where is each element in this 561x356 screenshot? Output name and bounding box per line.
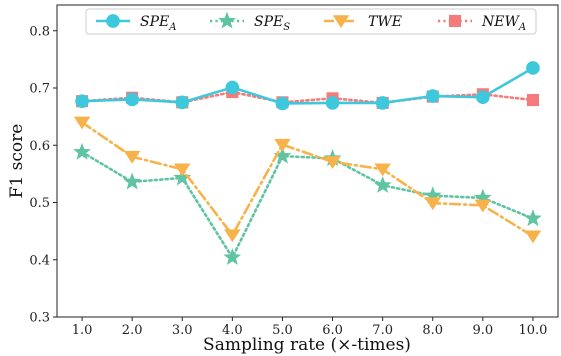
data-point <box>224 229 241 243</box>
data-point <box>374 163 391 177</box>
y-axis-title: F1 score <box>7 124 27 199</box>
data-point <box>275 96 290 111</box>
legend: SPEA SPES TWE NEWA <box>85 8 537 35</box>
data-point <box>75 94 89 108</box>
data-point <box>373 175 392 193</box>
data-point <box>425 89 440 103</box>
legend-entry: TWE <box>324 14 402 30</box>
y-tick-label: 0.6 <box>29 139 50 154</box>
legend-marker <box>106 14 120 28</box>
data-point <box>524 230 542 244</box>
data-point <box>123 172 142 190</box>
legend-marker <box>218 11 236 29</box>
data-point <box>473 188 492 206</box>
legend-box <box>85 8 537 35</box>
legend-entry: SPEA <box>96 14 176 33</box>
y-tick-label: 0.7 <box>29 82 50 97</box>
legend-marker <box>448 14 462 28</box>
x-tick-label: 10.0 <box>518 323 547 338</box>
data-point <box>223 248 242 266</box>
y-tick-label: 0.4 <box>29 253 50 268</box>
data-point <box>273 146 292 164</box>
data-point <box>175 95 190 110</box>
y-axis: 0.3 0.4 0.5 0.6 0.7 0.8 <box>29 24 57 326</box>
series-spe-s <box>73 142 542 266</box>
data-point <box>125 92 139 107</box>
x-tick-label: 6.0 <box>322 323 343 338</box>
data-point <box>424 197 441 211</box>
series-layer <box>73 61 542 266</box>
x-tick-label: 3.0 <box>172 323 193 338</box>
data-point <box>474 199 492 213</box>
data-point <box>324 156 341 169</box>
x-tick-label: 2.0 <box>122 323 143 338</box>
x-axis-title: Sampling rate (×-times) <box>203 335 411 355</box>
series-line <box>80 150 535 259</box>
legend-label: SPEA <box>140 14 176 33</box>
series-twe <box>73 116 542 244</box>
data-point <box>174 163 191 177</box>
series-line <box>80 121 535 238</box>
data-point <box>73 142 91 160</box>
plot-area <box>56 4 559 318</box>
x-tick-label: 4.0 <box>222 323 243 338</box>
legend-label: TWE <box>368 14 402 30</box>
legend-marker <box>332 15 350 29</box>
data-point <box>526 93 539 107</box>
data-point <box>524 209 542 227</box>
x-tick-label: 8.0 <box>422 323 443 338</box>
y-tick-label: 0.8 <box>29 24 50 39</box>
legend-label: SPES <box>254 14 290 33</box>
data-point <box>476 90 490 104</box>
data-point <box>526 61 540 75</box>
series-line <box>80 66 535 105</box>
legend-entry: SPES <box>210 11 290 33</box>
legend-entry: NEWA <box>438 14 526 33</box>
data-point <box>173 168 192 186</box>
x-tick-label: 1.0 <box>72 323 93 338</box>
y-tick-label: 0.3 <box>29 311 50 326</box>
x-tick-label: 5.0 <box>272 323 293 338</box>
data-point <box>325 96 340 110</box>
data-point <box>73 116 91 130</box>
data-point <box>423 186 442 204</box>
data-point <box>274 138 291 152</box>
legend-label: NEWA <box>481 14 526 33</box>
y-tick-label: 0.5 <box>29 196 50 211</box>
series-spe-a <box>75 61 540 111</box>
x-tick-label: 9.0 <box>473 323 494 338</box>
x-axis: 1.0 2.0 3.0 4.0 5.0 6.0 7.0 8.0 9.0 10.0 <box>72 317 547 338</box>
data-point <box>225 80 240 95</box>
x-tick-label: 7.0 <box>372 323 393 338</box>
data-point <box>123 150 141 164</box>
data-point <box>375 96 390 110</box>
